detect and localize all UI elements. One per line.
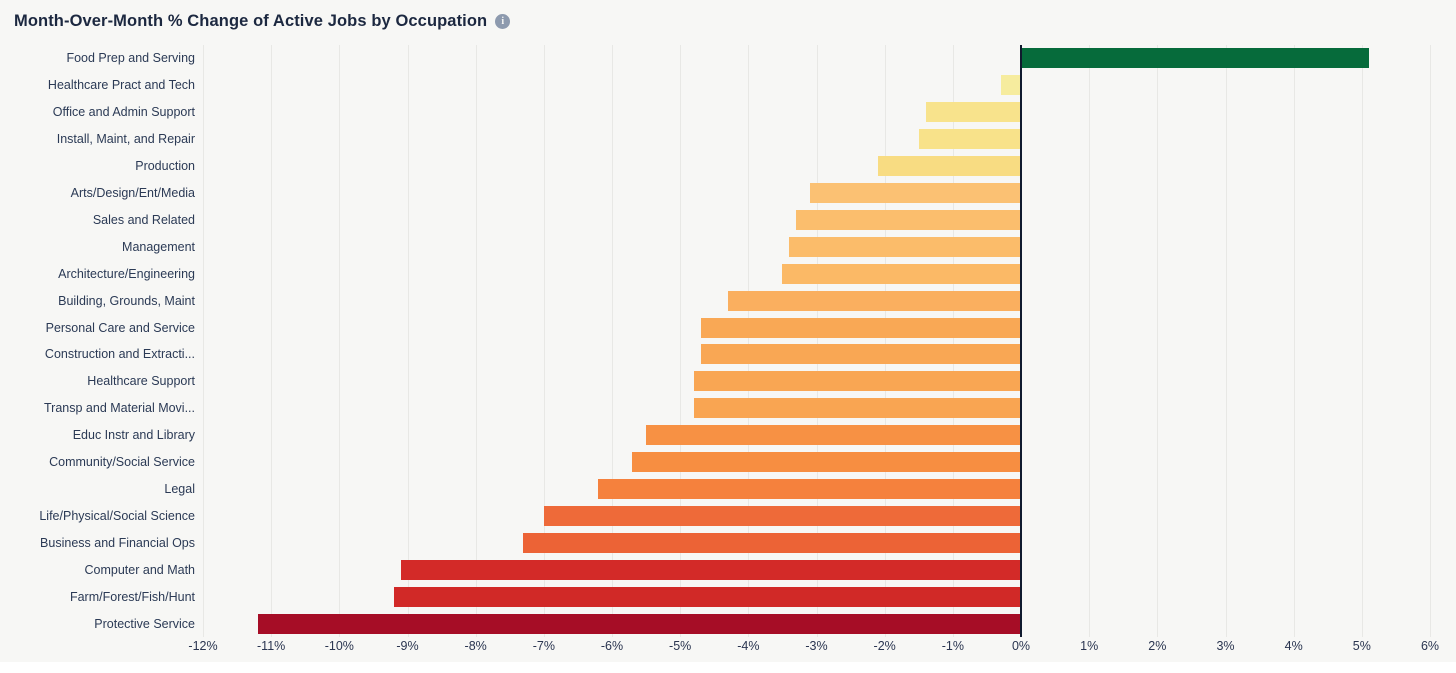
bar[interactable] — [400, 559, 1021, 580]
bar[interactable] — [693, 371, 1021, 392]
bar[interactable] — [523, 532, 1021, 553]
category-label: Sales and Related — [92, 212, 195, 227]
chart-header: Month-Over-Month % Change of Active Jobs… — [14, 12, 511, 31]
x-axis: -12% -11% -10% -9% -8% -7% -6% -5% -4% -3% -2% -1% 0… — [188, 639, 1439, 659]
bar[interactable] — [257, 613, 1021, 634]
x-tick-label: 3% — [1216, 639, 1235, 653]
x-tick-label: -12% — [188, 639, 218, 653]
category-label: Educ Instr and Library — [72, 428, 195, 443]
category-label: Office and Admin Support — [52, 105, 195, 120]
bar[interactable] — [693, 398, 1021, 419]
x-tick-label: -3% — [805, 639, 828, 653]
gridline — [339, 45, 341, 637]
x-tick-label: -5% — [669, 639, 692, 653]
x-tick-label: 4% — [1284, 639, 1303, 653]
bar[interactable] — [877, 156, 1021, 177]
category-label: Install, Maint, and Repair — [56, 132, 195, 147]
category-label: Business and Financial Ops — [40, 535, 195, 550]
gridline — [1089, 45, 1091, 637]
gridline — [1430, 45, 1431, 637]
gridline — [271, 45, 273, 637]
bar[interactable] — [700, 344, 1021, 365]
bar[interactable] — [727, 290, 1021, 311]
bar[interactable] — [393, 586, 1021, 607]
x-tick-label: -7% — [532, 639, 555, 653]
category-label: Production — [135, 159, 195, 174]
x-tick-label: 6% — [1420, 639, 1440, 653]
gridline — [884, 45, 886, 637]
gridline — [1225, 45, 1227, 637]
gridline — [475, 45, 477, 637]
category-label: Healthcare Support — [87, 374, 195, 389]
bar[interactable] — [925, 102, 1021, 123]
bar[interactable] — [1021, 48, 1369, 69]
category-label: Building, Grounds, Maint — [58, 293, 195, 308]
x-tick-label: -2% — [873, 639, 896, 653]
bar[interactable] — [632, 452, 1021, 473]
bar[interactable] — [598, 479, 1021, 499]
x-tick-label: -11% — [257, 639, 286, 653]
x-tick-label: 2% — [1148, 639, 1167, 653]
bar[interactable] — [700, 317, 1021, 338]
gridline — [952, 45, 954, 637]
x-tick-label: -10% — [324, 639, 354, 653]
x-tick-label: 1% — [1080, 639, 1099, 653]
gridline — [1361, 45, 1363, 637]
gridline — [612, 45, 613, 637]
gridline — [680, 45, 682, 637]
gridline — [543, 45, 545, 637]
x-tick-label: -4% — [737, 639, 760, 653]
bar[interactable] — [918, 129, 1021, 150]
category-label: Healthcare Pract and Tech — [47, 78, 195, 93]
gridline — [203, 45, 204, 637]
gridline — [1157, 45, 1159, 637]
category-label: Food Prep and Serving — [66, 51, 195, 66]
category-label: Protective Service — [94, 616, 195, 631]
x-tick-label: -6% — [600, 639, 624, 653]
x-tick-label: -9% — [396, 639, 419, 653]
y-axis-labels: Food Prep and Serving Healthcare Pract an… — [0, 45, 195, 637]
category-label: Community/Social Service — [49, 455, 195, 470]
bar[interactable] — [543, 505, 1021, 526]
category-label: Computer and Math — [84, 562, 195, 577]
bar[interactable] — [646, 425, 1021, 446]
info-icon[interactable]: i — [495, 14, 511, 29]
bar[interactable] — [782, 263, 1021, 284]
category-label: Legal — [164, 481, 195, 496]
category-label: Architecture/Engineering — [58, 266, 195, 281]
x-tick-label: -1% — [941, 639, 964, 653]
gridline — [407, 45, 409, 637]
bar[interactable] — [1000, 75, 1021, 96]
x-tick-label: 5% — [1352, 639, 1371, 653]
plot-area — [203, 45, 1431, 637]
bar[interactable] — [796, 209, 1021, 230]
category-label: Transp and Material Movi... — [44, 401, 195, 416]
x-tick-label: 0% — [1011, 639, 1031, 653]
gridline — [1293, 45, 1295, 637]
x-tick-label: -8% — [464, 639, 487, 653]
gridline — [748, 45, 750, 637]
category-label: Construction and Extracti... — [44, 347, 195, 362]
category-label: Life/Physical/Social Science — [39, 508, 195, 523]
bar[interactable] — [809, 183, 1021, 203]
bar[interactable] — [789, 236, 1021, 257]
category-label: Arts/Design/Ent/Media — [70, 185, 195, 200]
category-label: Management — [122, 239, 195, 254]
chart-title: Month-Over-Month % Change of Active Jobs… — [14, 12, 488, 30]
category-label: Farm/Forest/Fish/Hunt — [69, 589, 195, 604]
zero-baseline — [1020, 45, 1022, 637]
category-label: Personal Care and Service — [45, 320, 195, 335]
gridline — [816, 45, 818, 637]
